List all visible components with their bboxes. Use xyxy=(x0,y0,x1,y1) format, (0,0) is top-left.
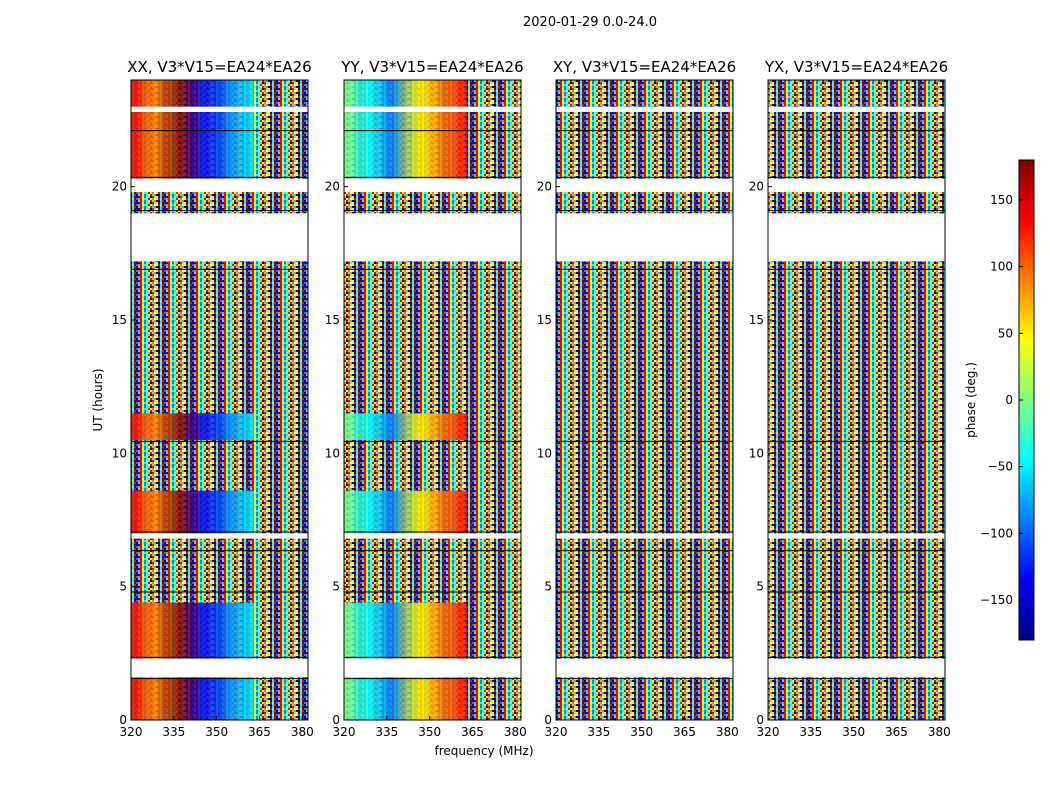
data-gap xyxy=(131,106,308,112)
panel-group: XX, V3*V15=EA24*EA26 320 335 350 365 380 0 5 10 1… xyxy=(112,58,951,739)
x-tick-label: 335 xyxy=(587,725,610,739)
data-gap xyxy=(556,533,733,539)
data-gap xyxy=(344,658,521,678)
colorbar-tick-label: −50 xyxy=(988,460,1013,474)
data-gap xyxy=(131,178,308,192)
x-tick-label: 365 xyxy=(461,725,484,739)
data-gap xyxy=(768,213,945,262)
phase-slope-band xyxy=(131,677,254,720)
y-axis-label: UT (hours) xyxy=(91,368,105,431)
y-tick-label: 10 xyxy=(325,446,340,460)
colorbar-ticks: −150 −100 −50 0 50 100 150 xyxy=(980,193,1023,607)
y-tick-label: 5 xyxy=(119,580,127,594)
y-tick-label: 10 xyxy=(749,446,764,460)
y-tick-label: 0 xyxy=(756,713,764,727)
colorbar-tick-label: −150 xyxy=(980,593,1013,607)
y-tick-label: 20 xyxy=(749,180,764,194)
phase-slope-band xyxy=(131,602,254,659)
phase-slope-band xyxy=(131,413,254,440)
colorbar-label: phase (deg.) xyxy=(964,362,978,438)
y-tick-label: 20 xyxy=(537,180,552,194)
x-tick-label: 335 xyxy=(162,725,185,739)
y-tick-label: 0 xyxy=(544,713,552,727)
x-tick-label: 350 xyxy=(842,725,865,739)
panel-frame xyxy=(343,79,522,721)
x-tick-label: 380 xyxy=(504,725,527,739)
x-tick-label: 350 xyxy=(418,725,441,739)
data-gap xyxy=(344,213,521,262)
x-tick-label: 365 xyxy=(673,725,696,739)
y-tick-label: 0 xyxy=(332,713,340,727)
phase-slope-band xyxy=(344,490,467,536)
data-gap xyxy=(556,213,733,262)
colorbar: −150 −100 −50 0 50 100 150 phase (deg.) xyxy=(964,159,1035,641)
x-tick-label: 350 xyxy=(205,725,228,739)
data-gap xyxy=(556,658,733,678)
data-gap xyxy=(131,213,308,262)
y-tick-label: 10 xyxy=(112,446,127,460)
panel-title: XY, V3*V15=EA24*EA26 xyxy=(553,58,736,76)
figure-suptitle: 2020-01-29 0.0-24.0 xyxy=(523,15,657,30)
y-tick-label: 15 xyxy=(749,313,764,327)
colorbar-tick-label: 100 xyxy=(990,260,1013,274)
x-tick-label: 320 xyxy=(545,725,568,739)
data-gap xyxy=(556,106,733,112)
panel-noise-field xyxy=(556,80,733,720)
phase-slope-band xyxy=(344,413,467,440)
colorbar-tick-label: 150 xyxy=(990,193,1013,207)
x-tick-label: 320 xyxy=(757,725,780,739)
x-tick-label: 350 xyxy=(630,725,653,739)
x-tick-label: 365 xyxy=(885,725,908,739)
panel-title: XX, V3*V15=EA24*EA26 xyxy=(127,58,311,76)
y-tick-label: 0 xyxy=(119,713,127,727)
colorbar-tick-label: −100 xyxy=(980,526,1013,540)
x-tick-label: 320 xyxy=(120,725,143,739)
panel-title: YY, V3*V15=EA24*EA26 xyxy=(340,58,523,76)
y-tick-label: 5 xyxy=(756,580,764,594)
phase-slope-band xyxy=(344,602,467,659)
data-gap xyxy=(768,533,945,539)
x-tick-label: 380 xyxy=(716,725,739,739)
y-tick-label: 20 xyxy=(325,180,340,194)
y-tick-label: 15 xyxy=(325,313,340,327)
panel-frame xyxy=(555,79,734,721)
x-tick-label: 380 xyxy=(291,725,314,739)
panel-yy: YY, V3*V15=EA24*EA26 320 335 350 365 380 0 5 10 1… xyxy=(325,58,527,739)
y-tick-label: 15 xyxy=(537,313,552,327)
x-axis-label: frequency (MHz) xyxy=(434,744,533,758)
panel-yx: YX, V3*V15=EA24*EA26 320 335 350 365 380 0 5 10 1… xyxy=(749,58,951,739)
panel-xy: XY, V3*V15=EA24*EA26 320 335 350 365 380 0 5 10 1… xyxy=(537,58,739,739)
data-gap xyxy=(768,658,945,678)
data-gap xyxy=(556,178,733,192)
data-gap xyxy=(768,106,945,112)
x-tick-label: 335 xyxy=(799,725,822,739)
x-tick-label: 365 xyxy=(248,725,271,739)
y-tick-label: 10 xyxy=(537,446,552,460)
phase-slope-band xyxy=(344,677,467,720)
y-tick-label: 15 xyxy=(112,313,127,327)
panel-noise-field xyxy=(768,80,945,720)
x-tick-label: 380 xyxy=(928,725,951,739)
data-gap xyxy=(344,106,521,112)
panel-title: YX, V3*V15=EA24*EA26 xyxy=(764,58,948,76)
data-gap xyxy=(768,178,945,192)
colorbar-tick-label: 0 xyxy=(1005,393,1013,407)
data-gap xyxy=(344,178,521,192)
panel-xx: XX, V3*V15=EA24*EA26 320 335 350 365 380 0 5 10 1… xyxy=(112,58,314,739)
y-tick-label: 5 xyxy=(332,580,340,594)
x-tick-label: 320 xyxy=(333,725,356,739)
y-tick-label: 20 xyxy=(112,180,127,194)
phase-slope-band xyxy=(344,80,467,179)
panel-frame xyxy=(130,79,309,721)
colorbar-tick-label: 50 xyxy=(998,326,1013,340)
x-tick-label: 335 xyxy=(375,725,398,739)
panel-frame xyxy=(767,79,946,721)
data-gap xyxy=(131,658,308,678)
data-gap xyxy=(131,533,308,539)
phase-slope-band xyxy=(131,80,254,179)
data-gap xyxy=(344,533,521,539)
y-tick-label: 5 xyxy=(544,580,552,594)
phase-slope-band xyxy=(131,490,254,536)
